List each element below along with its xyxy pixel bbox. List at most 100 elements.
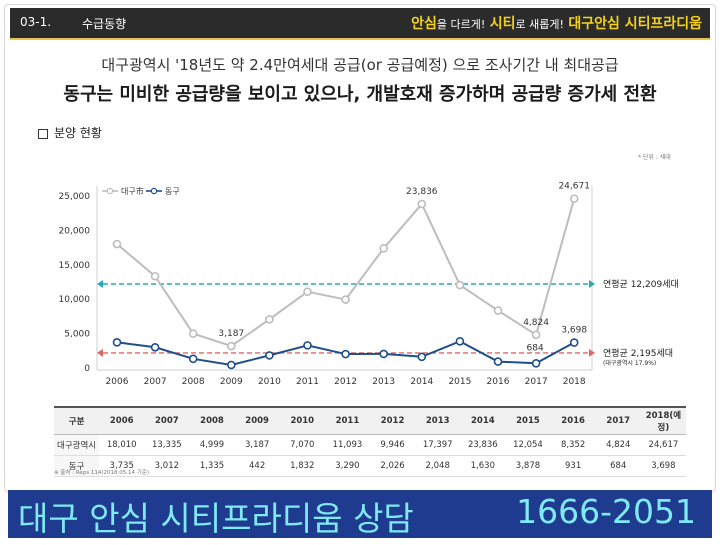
table-header-cell: 2015 [505,406,551,435]
slogan-word-2: 을 다르게! [436,18,486,31]
table-row-label: 대구광역시 [54,434,100,456]
banner-phone[interactable]: 1666-2051 [516,492,696,531]
table-header-cell: 2013 [415,406,461,435]
y-tick-label: 5,000 [64,330,90,340]
y-tick-label: 25,000 [59,192,91,202]
table-header-cell: 2009 [234,406,280,435]
data-point [112,338,122,347]
avg-line-label: 연평균 2,195세대 [603,348,673,359]
y-tick-label: 20,000 [59,226,91,236]
table-cell: 3,012 [144,455,190,477]
table-cell: 4,824 [595,434,641,456]
x-tick-label: 2014 [410,377,433,387]
data-point [417,352,427,362]
table-cell: 11,093 [324,434,370,456]
table-header-row: 구분 2006 2007 2008 2009 2010 2011 2012 2013 2014 20… [54,406,686,435]
section-title: 수급동향 [82,17,127,31]
table-cell: 23,836 [460,434,506,456]
data-point [531,330,541,340]
series-line [116,198,576,348]
data-point [455,337,465,346]
table-cell: 442 [234,455,280,477]
table-header-cell: 2014 [460,406,506,435]
data-point [227,341,236,351]
table-cell: 12,054 [505,434,551,456]
x-tick-label: 2011 [296,377,319,387]
avg-line-left-arrow [97,280,103,289]
table-row-label: 동구 [54,455,100,477]
table-row: 동구 3,735 3,012 1,335 442 1,832 3,290 2,026 2,048… [54,455,686,477]
table-cell: 13,335 [144,434,190,456]
data-point [341,349,350,359]
legend-label: 동구 [165,187,180,196]
table-cell: 24,617 [640,434,686,456]
unit-note: * 단위 : 세대 [638,154,671,161]
avg-line-right-arrow [589,280,595,289]
table-cell: 3,698 [640,455,686,477]
x-tick-label: 2012 [334,377,357,387]
data-point [341,295,350,304]
legend-label: 대구市 [121,186,144,196]
banner-text: 대구 안심 시티프라디움 상담 [18,499,414,538]
data-point [112,239,122,249]
slogan: 안심을 다르게! 시티로 새롭게! 대구안심 시티프라디움 [411,13,702,33]
contact-banner: 대구 안심 시티프라디움 상담 1666-2051 [8,490,712,538]
data-label: 3,698 [561,326,587,336]
table-cell: 2,026 [369,455,416,477]
table-cell: 17,397 [415,434,461,456]
checkbox-square-icon [38,128,48,139]
subtitle-2: 동구는 미비한 공급량을 보이고 있으나, 개발호재 증가하며 공급량 증가세 … [63,84,657,105]
data-point [150,271,160,281]
data-point [493,306,503,315]
data-point [188,354,198,364]
data-point [265,315,274,324]
data-label: 23,836 [406,187,438,197]
slogan-word-4: 로 새롭게! [515,18,564,31]
y-tick-label: 0 [84,364,90,374]
data-point [303,341,312,350]
table-header-cell: 2007 [144,406,190,435]
table-header-cell: 2010 [279,406,325,435]
table-cell: 18,010 [99,434,145,456]
avg-line-label: 연평균 12,209세대 [603,279,679,290]
table-cell: 3,290 [324,455,370,477]
avg-line-sublabel: (대구광역시 17.9%) [603,359,656,367]
data-point [379,349,389,359]
data-point [303,287,312,296]
legend-swatch-marker [150,187,158,195]
data-point [417,199,427,209]
table-header-cell: 2008 [189,406,235,435]
data-label: 4,824 [523,318,549,328]
data-point [569,194,579,203]
x-tick-label: 2010 [258,377,281,387]
table-cell: 1,832 [279,455,325,477]
supply-line-chart: 0 5,000 10,000 15,000 20,000 25,000 2006 2007 20… [59,182,679,387]
data-point [227,360,236,370]
section-number: 03-1. [20,15,52,29]
table-body: 대구광역시 18,010 13,335 4,999 3,187 7,070 11,093 9,… [54,434,686,477]
section-label-text: 분양 현황 [54,126,102,140]
table-cell: 8,352 [550,434,596,456]
x-tick-label: 2018 [563,377,586,387]
x-tick-label: 2016 [487,377,510,387]
data-point [150,342,160,352]
table-cell: 3,187 [234,434,280,456]
table-row: 대구광역시 18,010 13,335 4,999 3,187 7,070 11,093 9,… [54,434,686,456]
table-cell: 931 [550,455,596,477]
table-cell: 1,630 [460,455,506,477]
data-point [531,358,541,368]
table-cell: 2,048 [415,455,461,477]
data-label: 684 [527,343,544,353]
y-tick-label: 15,000 [59,261,91,271]
table-header-cell: 2006 [99,406,145,435]
data-point [265,351,274,360]
table-cell: 684 [595,455,641,477]
table-header-cell: 2011 [324,406,370,435]
avg-line-right-arrow [589,348,595,357]
data-point [569,338,579,347]
data-point [455,280,465,290]
legend-swatch-marker [106,187,114,195]
table-cell: 3,735 [99,455,145,477]
subtitle-1: 대구광역시 '18년도 약 2.4만여세대 공급(or 공급예정) 으로 조사기… [101,56,619,74]
table-header-cell: 구분 [54,406,100,435]
